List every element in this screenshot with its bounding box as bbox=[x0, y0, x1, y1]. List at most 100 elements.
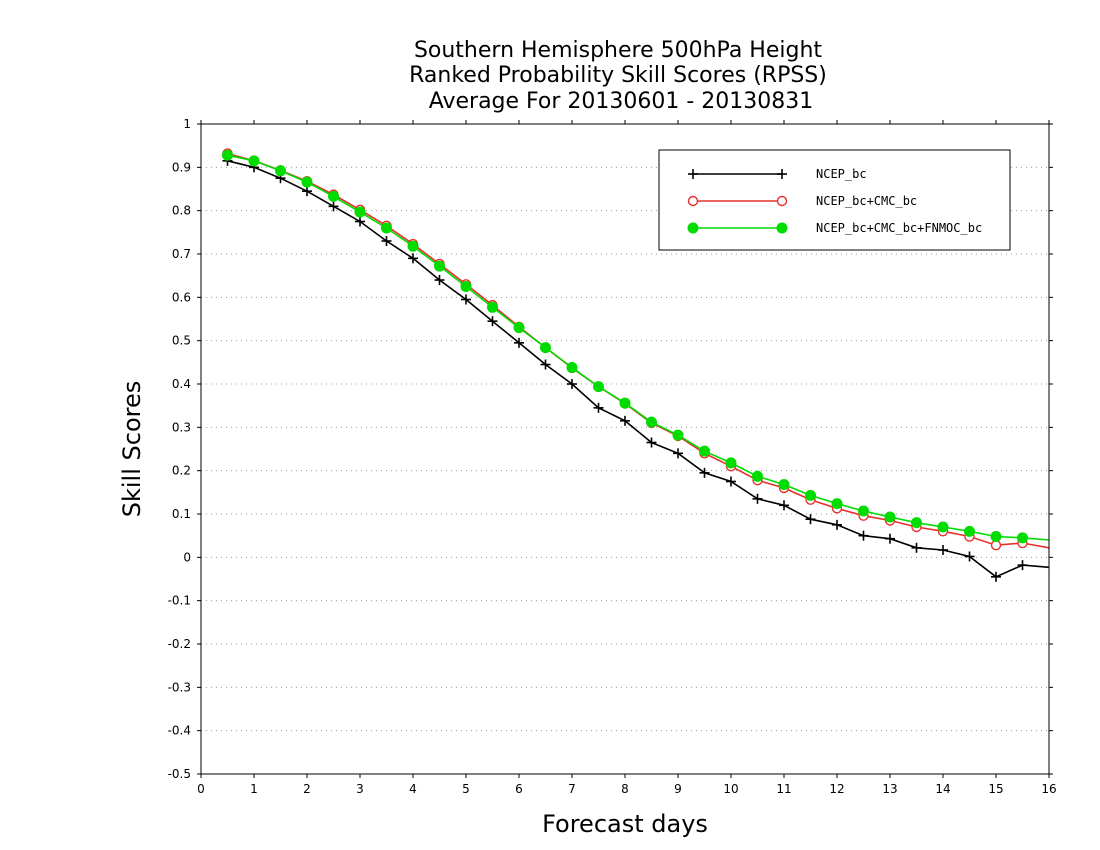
data-point-ncep-bc-cmc-bc bbox=[990, 540, 1002, 551]
legend-marker-ncep-bc bbox=[688, 169, 698, 179]
x-tick-label: 2 bbox=[303, 782, 311, 796]
x-tick-label: 15 bbox=[988, 782, 1003, 796]
x-tick-label: 5 bbox=[462, 782, 470, 796]
series-ncep-bc bbox=[222, 155, 1050, 582]
x-axis-ticks: 0 1 2 3 4 5 6 7 8 9 10 11 12 13 14 15 16 bbox=[197, 120, 1057, 796]
data-point-ncep-bc bbox=[752, 493, 763, 504]
data-point-ncep-bc-cmc-bc-fnmoc-bc bbox=[460, 281, 472, 292]
data-point-ncep-bc bbox=[514, 337, 524, 348]
y-tick-label: 0.9 bbox=[172, 160, 191, 174]
x-tick-label: 6 bbox=[515, 782, 523, 796]
data-point-ncep-bc-cmc-bc-fnmoc-bc bbox=[301, 176, 313, 188]
data-point-ncep-bc bbox=[1017, 560, 1028, 571]
legend-marker-ncep-bc-cmc-bc-fnmoc-bc bbox=[776, 222, 788, 234]
data-point-ncep-bc bbox=[964, 551, 975, 562]
y-tick-label: 0.1 bbox=[172, 507, 191, 521]
data-point-ncep-bc bbox=[434, 275, 445, 285]
data-point-ncep-bc-cmc-bc-fnmoc-bc bbox=[328, 190, 339, 202]
data-point-ncep-bc-cmc-bc-fnmoc-bc bbox=[1017, 532, 1028, 544]
x-tick-label: 8 bbox=[621, 782, 629, 796]
y-axis-ticks: -0.5 -0.4 -0.3 -0.2 -0.1 0 0.1 0.2 0.3 0.4 0.5 0.6 0… bbox=[168, 117, 1053, 781]
data-point-ncep-bc-cmc-bc-fnmoc-bc bbox=[222, 149, 233, 161]
data-point-ncep-bc bbox=[699, 467, 710, 478]
y-tick-label: -0.1 bbox=[168, 594, 191, 608]
data-point-ncep-bc bbox=[487, 316, 498, 327]
data-point-ncep-bc-cmc-bc-fnmoc-bc bbox=[487, 301, 498, 313]
x-tick-label: 0 bbox=[197, 782, 205, 796]
data-point-ncep-bc-cmc-bc-fnmoc-bc bbox=[699, 445, 710, 457]
data-point-ncep-bc-cmc-bc-fnmoc-bc bbox=[434, 260, 445, 272]
y-tick-label: 0.6 bbox=[172, 290, 191, 304]
legend-marker-ncep-bc bbox=[777, 169, 787, 179]
data-point-ncep-bc-cmc-bc-fnmoc-bc bbox=[778, 479, 790, 491]
data-point-ncep-bc-cmc-bc-fnmoc-bc bbox=[964, 525, 975, 537]
legend-marker-ncep-bc-cmc-bc bbox=[776, 195, 788, 207]
data-point-ncep-bc bbox=[832, 519, 842, 530]
x-tick-label: 14 bbox=[935, 782, 950, 796]
plot-frame bbox=[200, 123, 1050, 775]
chart-title-line-2: Ranked Probability Skill Scores (RPSS) bbox=[409, 63, 827, 88]
legend-box bbox=[658, 149, 1011, 251]
data-point-ncep-bc-cmc-bc-fnmoc-bc bbox=[407, 240, 419, 252]
data-point-ncep-bc bbox=[805, 514, 816, 525]
y-tick-label: 0.5 bbox=[172, 334, 191, 348]
x-tick-label: 9 bbox=[674, 782, 682, 796]
series-ncep-bc-cmc-bc-fnmoc-bc bbox=[222, 149, 1050, 544]
data-point-ncep-bc bbox=[911, 542, 922, 553]
data-point-ncep-bc bbox=[673, 448, 683, 459]
y-tick-label: 0.2 bbox=[172, 464, 191, 478]
y-tick-label: -0.4 bbox=[168, 724, 191, 738]
data-point-ncep-bc bbox=[567, 379, 577, 389]
x-tick-label: 10 bbox=[723, 782, 738, 796]
data-point-ncep-bc bbox=[540, 359, 551, 370]
data-point-ncep-bc-cmc-bc-fnmoc-bc bbox=[566, 362, 578, 374]
legend-label-ncep-bc-cmc-bc: NCEP_bc+CMC_bc bbox=[816, 194, 917, 208]
y-tick-label: 0.3 bbox=[172, 420, 191, 434]
x-tick-label: 13 bbox=[882, 782, 897, 796]
data-point-ncep-bc-cmc-bc-fnmoc-bc bbox=[831, 498, 843, 510]
data-point-ncep-bc bbox=[461, 294, 471, 305]
data-point-ncep-bc-cmc-bc-fnmoc-bc bbox=[937, 521, 949, 533]
data-point-ncep-bc-cmc-bc-fnmoc-bc bbox=[619, 397, 631, 409]
data-point-ncep-bc bbox=[646, 437, 657, 448]
data-point-ncep-bc-cmc-bc-fnmoc-bc bbox=[540, 342, 551, 354]
data-point-ncep-bc bbox=[779, 500, 789, 511]
chart-title-line-1: Southern Hemisphere 500hPa Height bbox=[414, 38, 822, 63]
data-point-ncep-bc bbox=[381, 236, 392, 246]
data-point-ncep-bc bbox=[302, 186, 312, 197]
x-tick-label: 16 bbox=[1041, 782, 1056, 796]
legend-marker-ncep-bc-cmc-bc bbox=[687, 195, 699, 207]
data-point-ncep-bc-cmc-bc-fnmoc-bc bbox=[513, 322, 525, 334]
chart-title: Southern Hemisphere 500hPa Height Ranked… bbox=[409, 38, 827, 114]
data-point-ncep-bc-cmc-bc-fnmoc-bc bbox=[858, 505, 869, 517]
series-line-ncep-bc bbox=[227, 160, 1050, 578]
data-point-ncep-bc bbox=[328, 201, 339, 212]
y-axis-label: Skill Scores bbox=[118, 381, 146, 518]
chart-title-line-3: Average For 20130601 - 20130831 bbox=[429, 89, 814, 114]
data-point-ncep-bc-cmc-bc-fnmoc-bc bbox=[752, 470, 763, 482]
data-point-ncep-bc-cmc-bc-fnmoc-bc bbox=[725, 457, 737, 469]
y-tick-label: 0.7 bbox=[172, 247, 191, 261]
data-point-ncep-bc-cmc-bc-fnmoc-bc bbox=[805, 489, 816, 501]
x-tick-label: 12 bbox=[829, 782, 844, 796]
y-tick-label: 0 bbox=[183, 550, 191, 564]
data-point-ncep-bc bbox=[355, 216, 365, 227]
data-point-ncep-bc-cmc-bc-fnmoc-bc bbox=[593, 381, 604, 393]
legend-label-ncep-bc: NCEP_bc bbox=[816, 167, 867, 181]
x-tick-label: 1 bbox=[250, 782, 258, 796]
data-point-ncep-bc bbox=[620, 415, 630, 426]
data-point-ncep-bc bbox=[991, 571, 1001, 582]
data-point-ncep-bc bbox=[885, 533, 895, 544]
data-point-ncep-bc bbox=[408, 253, 418, 264]
y-tick-label: 1 bbox=[183, 117, 191, 131]
y-tick-label: -0.2 bbox=[168, 637, 191, 651]
y-tick-label: 0.4 bbox=[172, 377, 191, 391]
x-tick-label: 7 bbox=[568, 782, 576, 796]
data-point-ncep-bc bbox=[938, 544, 948, 555]
y-tick-label: 0.8 bbox=[172, 204, 191, 218]
data-point-ncep-bc-cmc-bc-fnmoc-bc bbox=[990, 531, 1002, 543]
y-tick-label: -0.5 bbox=[168, 767, 191, 781]
legend: NCEP_bc NCEP_bc+CMC_bc NCEP_bc+CMC_bc+FNMO… bbox=[658, 149, 1011, 251]
data-point-ncep-bc bbox=[858, 530, 869, 541]
